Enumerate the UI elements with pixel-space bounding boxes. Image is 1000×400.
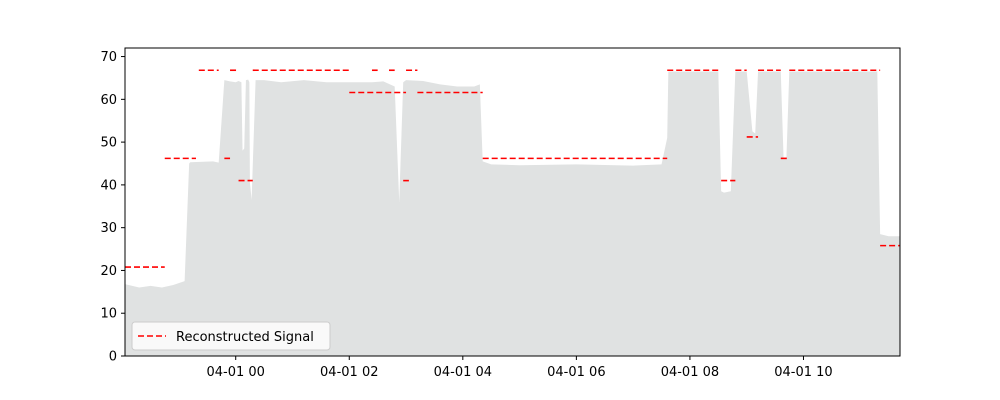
plot-frame	[124, 47, 901, 357]
x-tick-label-5: 04-01 10	[774, 365, 832, 380]
y-axis: 0 10 20 30 40 50 60 70	[100, 50, 125, 365]
legend: Reconstructed Signal	[131, 321, 331, 351]
x-tick-label-4: 04-01 08	[661, 365, 719, 380]
signal-area	[125, 71, 900, 357]
x-tick-label-0: 04-01 00	[206, 365, 264, 380]
legend-box	[131, 321, 331, 351]
y-tick-label-7: 70	[100, 50, 117, 65]
y-tick-label-5: 50	[100, 136, 117, 151]
x-tick-label-2: 04-01 04	[434, 365, 492, 380]
y-tick-label-0: 0	[109, 350, 117, 365]
reconstructed-signal-line	[125, 69, 900, 268]
legend-label: Reconstructed Signal	[176, 330, 314, 345]
y-tick-label-4: 40	[100, 178, 117, 193]
y-tick-label-6: 60	[100, 93, 117, 108]
y-tick-label-2: 20	[100, 264, 117, 279]
plot-area	[124, 47, 901, 357]
x-tick-label-3: 04-01 06	[547, 365, 605, 380]
x-tick-label-1: 04-01 02	[320, 365, 378, 380]
y-tick-label-3: 30	[100, 221, 117, 236]
x-axis: 04-01 00 04-01 02 04-01 04 04-01 06 04-01 08…	[206, 356, 833, 380]
y-tick-label-1: 10	[100, 307, 117, 322]
